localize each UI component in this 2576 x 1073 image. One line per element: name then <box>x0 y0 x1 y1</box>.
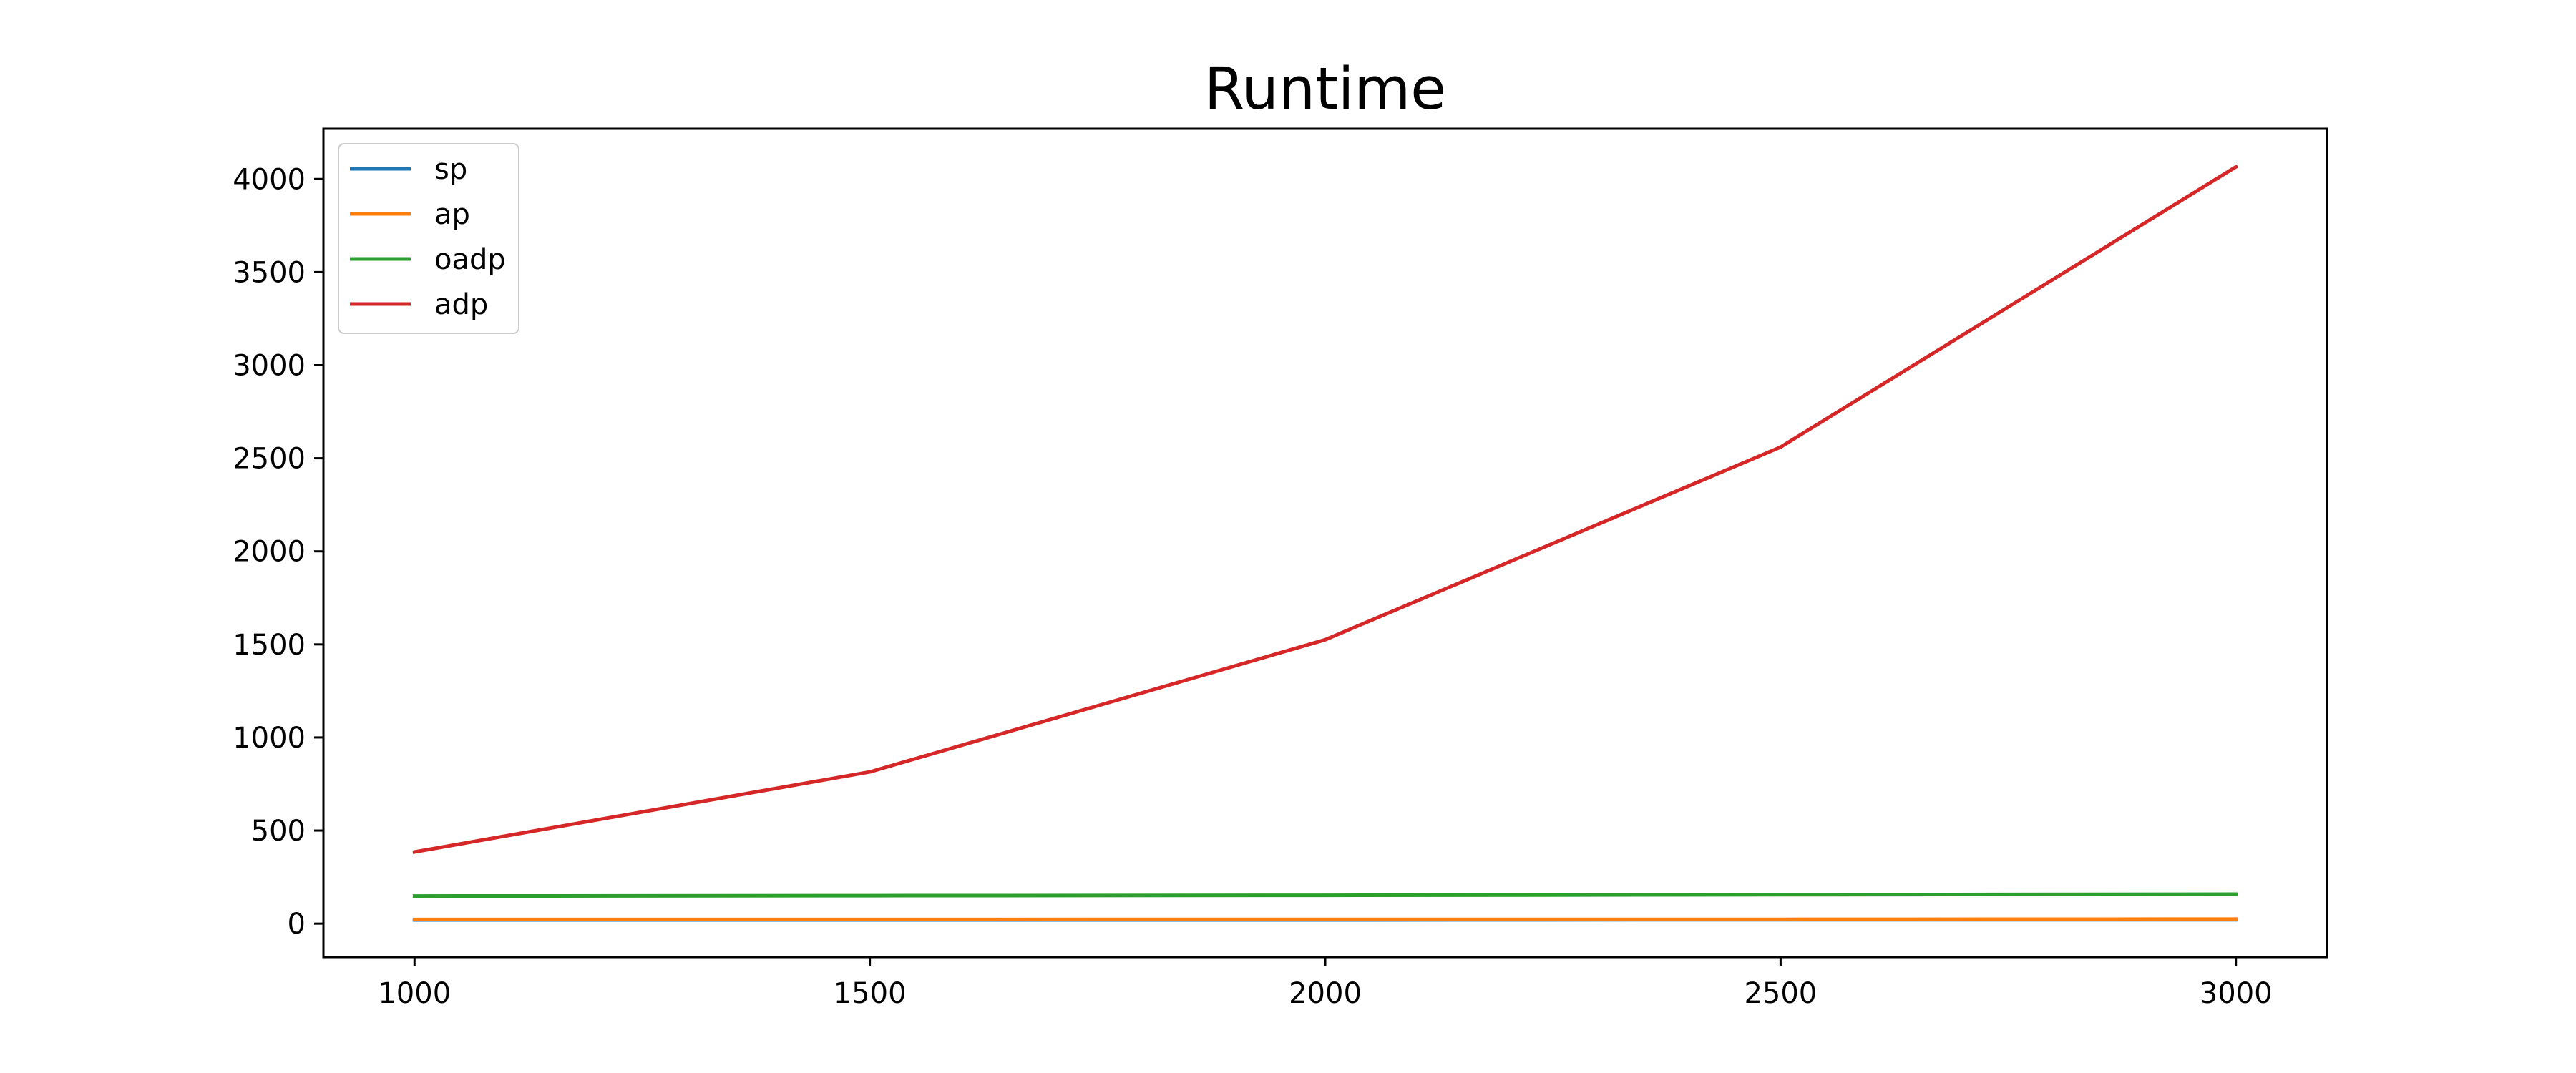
legend-label-ap: ap <box>434 198 470 231</box>
x-tick-label: 1500 <box>834 977 907 1010</box>
y-tick-label: 500 <box>251 815 306 848</box>
series-line-adp <box>412 164 2239 854</box>
x-tick-label: 2000 <box>1289 977 1362 1010</box>
series-line-oadp <box>412 892 2238 898</box>
y-tick-label: 0 <box>288 908 306 941</box>
y-tick-label: 2000 <box>233 536 306 569</box>
x-tick-label: 3000 <box>2200 977 2273 1010</box>
legend: sp ap oadp adp <box>338 143 519 334</box>
y-tick-label: 2500 <box>233 443 306 476</box>
plot-area-frame <box>322 127 2328 959</box>
y-axis: 0 500 1000 1500 2000 2500 3000 3500 4000 <box>233 163 323 941</box>
legend-label-adp: adp <box>434 288 488 321</box>
y-tick-label: 3000 <box>233 349 306 382</box>
legend-label-oadp: oadp <box>434 243 506 276</box>
y-tick-label: 1500 <box>233 629 306 662</box>
x-axis: 1000 1500 2000 2500 3000 <box>378 957 2273 1010</box>
legend-box <box>338 143 519 334</box>
x-tick-label: 1000 <box>378 977 451 1010</box>
chart-title: Runtime <box>1204 56 1446 123</box>
series-line-ap <box>412 917 2238 921</box>
y-tick-label: 4000 <box>233 163 306 196</box>
series-lines <box>412 164 2239 922</box>
y-tick-label: 3500 <box>233 256 306 289</box>
x-tick-label: 2500 <box>1744 977 1817 1010</box>
y-tick-label: 1000 <box>233 722 306 755</box>
legend-label-sp: sp <box>434 153 467 186</box>
